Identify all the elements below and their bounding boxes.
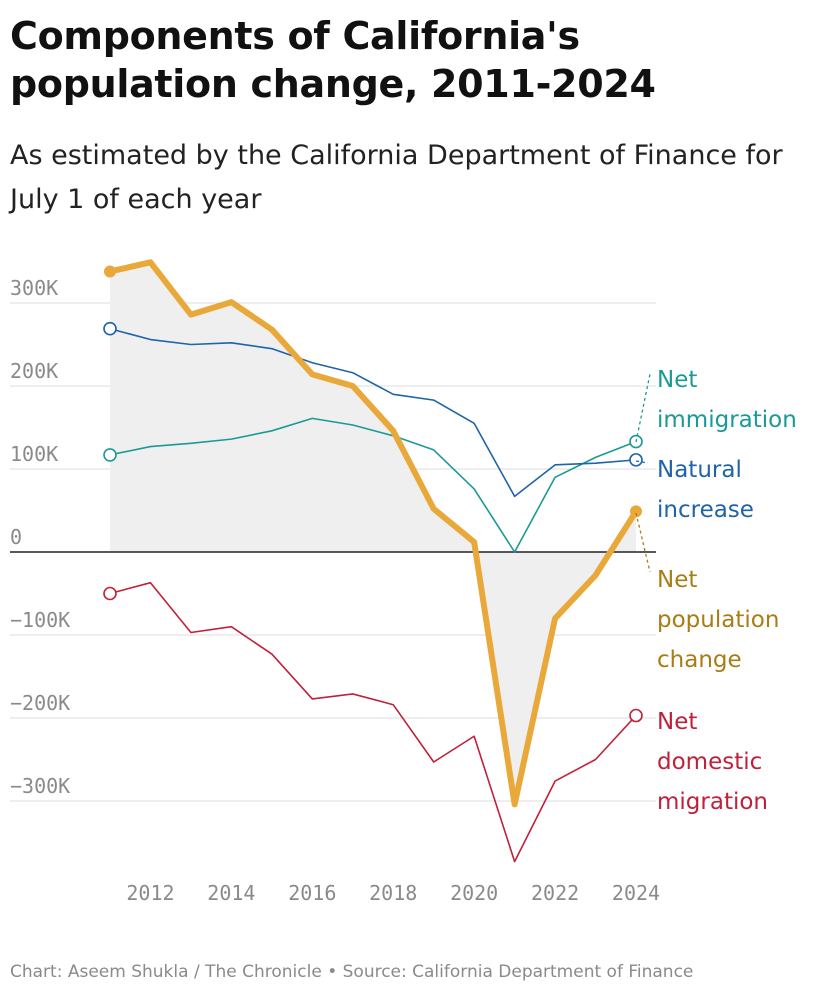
natural-increase-start-point [103, 321, 117, 336]
net-immigration-label-leader [635, 373, 651, 443]
series-label-line: immigration [657, 407, 797, 433]
axis-layer: 300K 200K 100K 0 −100K −200K −300K 2012 2014 2016… [10, 276, 660, 905]
net-population-change-end-point [630, 505, 642, 518]
y-tick-label: 100K [10, 442, 58, 466]
series-label-line: Net [657, 367, 697, 393]
natural-increase-line [109, 327, 637, 498]
x-tick-label: 2020 [450, 881, 498, 905]
line-chart: 300K 200K 100K 0 −100K −200K −300K 2012 2014 2016… [10, 259, 797, 905]
net-immigration-line [109, 417, 637, 553]
net-domestic-migration-label: Net domestic migration [657, 709, 768, 815]
area-layer [110, 262, 636, 805]
y-tick-label: −200K [10, 691, 70, 715]
chart-subtitle: As estimated by the California Departmen… [10, 140, 783, 215]
net-immigration-start-point [103, 448, 117, 462]
series-label-line: increase [657, 497, 754, 523]
label-layer: Net immigration Natural increase Net populati… [635, 367, 797, 815]
chart-credit: Chart: Aseem Shukla / The Chronicle • So… [10, 962, 694, 982]
y-tick-label: −300K [10, 774, 70, 798]
x-tick-label: 2022 [531, 881, 579, 905]
y-tick-label: 0 [10, 525, 22, 549]
x-tick-label: 2016 [288, 881, 336, 905]
series-label-line: Net [657, 709, 697, 735]
series-label-line: domestic [657, 749, 762, 775]
series-label-line: migration [657, 789, 768, 815]
natural-increase-end-point [629, 453, 643, 467]
series-label-line: Net [657, 567, 697, 593]
x-tick-label: 2024 [612, 881, 660, 905]
x-tick-label: 2014 [207, 881, 255, 905]
net-population-change-start-point [104, 265, 116, 278]
natural-increase-label: Natural increase [657, 457, 754, 523]
y-tick-label: 300K [10, 276, 58, 300]
net-immigration-label: Net immigration [657, 367, 797, 433]
net-population-change-label-leader [635, 512, 651, 573]
net-domestic-migration-line [109, 581, 637, 863]
chart-title: Components of California's population ch… [10, 14, 656, 106]
net-population-change-line [107, 259, 639, 808]
series-label-line: population [657, 607, 779, 633]
x-tick-label: 2018 [369, 881, 417, 905]
series-label-line: Natural [657, 457, 742, 483]
net-domestic-migration-start-point [103, 586, 117, 601]
net-population-change-area [110, 262, 636, 805]
net-population-change-label: Net population change [657, 567, 779, 673]
y-tick-label: 200K [10, 359, 58, 383]
y-tick-label: −100K [10, 608, 70, 632]
net-domestic-migration-end-point [629, 708, 643, 723]
natural-increase-label-leader [635, 460, 649, 464]
line-layer [103, 259, 643, 863]
x-tick-label: 2012 [126, 881, 174, 905]
series-label-line: change [657, 647, 742, 673]
